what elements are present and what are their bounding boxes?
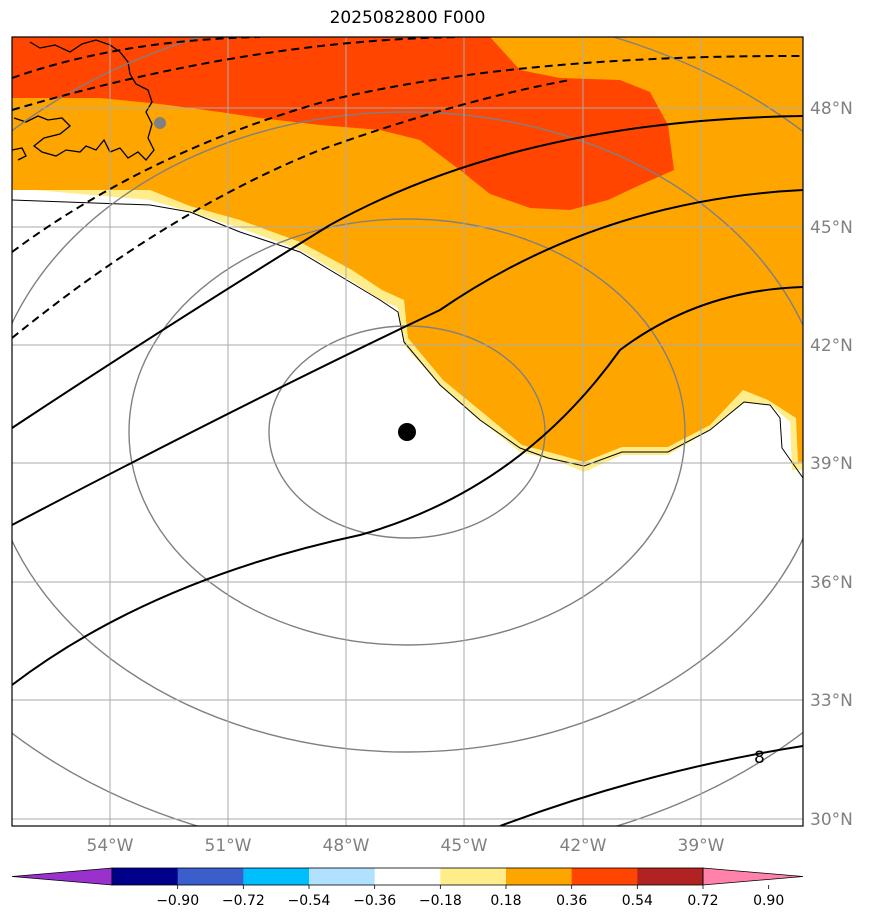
colorbar: −0.90 −0.72 −0.54 −0.36 −0.18 0.18 0.36 0.54 0.7… [11,867,804,909]
lat-label: 30°N [810,810,853,830]
colorbar-tick-label: 0.54 [622,893,653,909]
lat-label: 36°N [810,573,853,593]
storm-center-marker [398,423,416,441]
colorbar-extend-low [11,867,113,886]
colorbar-tick-label: −0.18 [419,893,462,909]
coastline-newfoundland [12,39,155,161]
colorbar-tick-label: −0.90 [156,893,199,909]
colorbar-tick-label: 0.18 [490,893,521,909]
lon-label: 42°W [560,836,607,856]
colorbar-extend-high [702,867,804,886]
colorbar-frame [111,867,704,886]
land-boundary [12,199,803,479]
contour-label: 8 [754,748,765,768]
colorbar-tick-label: 0.72 [687,893,718,909]
colorbar-swatch [243,868,310,885]
colorbar-swatch [177,868,244,885]
lat-label: 45°N [810,218,853,238]
field-fill-red [12,37,674,210]
map-title: 2025082800 F000 [329,8,486,28]
colorbar-tick-label: −0.72 [222,893,265,909]
colorbar-swatch [309,868,376,885]
longitude-labels: 54°W 51°W 48°W 45°W 42°W 39°W [87,836,725,856]
map-frame [11,36,804,827]
colorbar-swatch [112,868,179,885]
graticule [12,37,803,826]
lon-label: 45°W [441,836,488,856]
colorbar-tick-label: −0.54 [288,893,331,909]
latitude-labels: 48°N 45°N 42°N 39°N 36°N 33°N 30°N [810,99,853,830]
lon-label: 39°W [678,836,725,856]
colorbar-tick-label: −0.36 [353,893,396,909]
lat-label: 39°N [810,454,853,474]
colorbar-swatch [571,868,638,885]
dashed-contours [12,37,803,339]
colorbar-swatch [440,868,507,885]
colorbar-tick-label: 0.90 [753,893,784,909]
colorbar-swatch [374,868,441,885]
colorbar-swatch [637,868,704,885]
lat-label: 33°N [810,691,853,711]
colorbar-tick-label: 0.36 [556,893,587,909]
colorbar-swatch [506,868,573,885]
lat-label: 42°N [810,336,853,356]
lon-label: 48°W [323,836,370,856]
lon-label: 51°W [205,836,252,856]
lon-label: 54°W [87,836,134,856]
lat-label: 48°N [810,99,853,119]
solid-contours [12,115,803,826]
map-plot-area: 8 [12,37,803,826]
coastline-point-marker [154,117,166,129]
